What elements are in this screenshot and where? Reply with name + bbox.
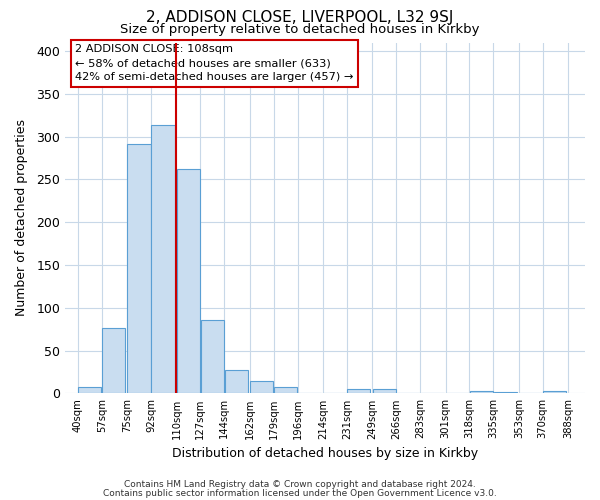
Text: Contains HM Land Registry data © Crown copyright and database right 2024.: Contains HM Land Registry data © Crown c… bbox=[124, 480, 476, 489]
Bar bbox=[201, 320, 224, 394]
Bar bbox=[347, 389, 370, 394]
Text: Size of property relative to detached houses in Kirkby: Size of property relative to detached ho… bbox=[120, 22, 480, 36]
Text: 2 ADDISON CLOSE: 108sqm
← 58% of detached houses are smaller (633)
42% of semi-d: 2 ADDISON CLOSE: 108sqm ← 58% of detache… bbox=[76, 44, 354, 82]
Bar bbox=[494, 392, 517, 394]
Text: 2, ADDISON CLOSE, LIVERPOOL, L32 9SJ: 2, ADDISON CLOSE, LIVERPOOL, L32 9SJ bbox=[146, 10, 454, 25]
Bar bbox=[470, 391, 493, 394]
Y-axis label: Number of detached properties: Number of detached properties bbox=[15, 120, 28, 316]
Bar bbox=[250, 380, 273, 394]
Bar bbox=[225, 370, 248, 394]
Bar bbox=[274, 386, 297, 394]
Text: Contains public sector information licensed under the Open Government Licence v3: Contains public sector information licen… bbox=[103, 488, 497, 498]
Bar bbox=[151, 124, 175, 394]
Bar bbox=[373, 389, 396, 394]
Bar bbox=[127, 144, 151, 394]
Bar bbox=[177, 169, 200, 394]
Bar bbox=[78, 386, 101, 394]
Bar bbox=[102, 328, 125, 394]
Bar bbox=[543, 391, 566, 394]
X-axis label: Distribution of detached houses by size in Kirkby: Distribution of detached houses by size … bbox=[172, 447, 478, 460]
